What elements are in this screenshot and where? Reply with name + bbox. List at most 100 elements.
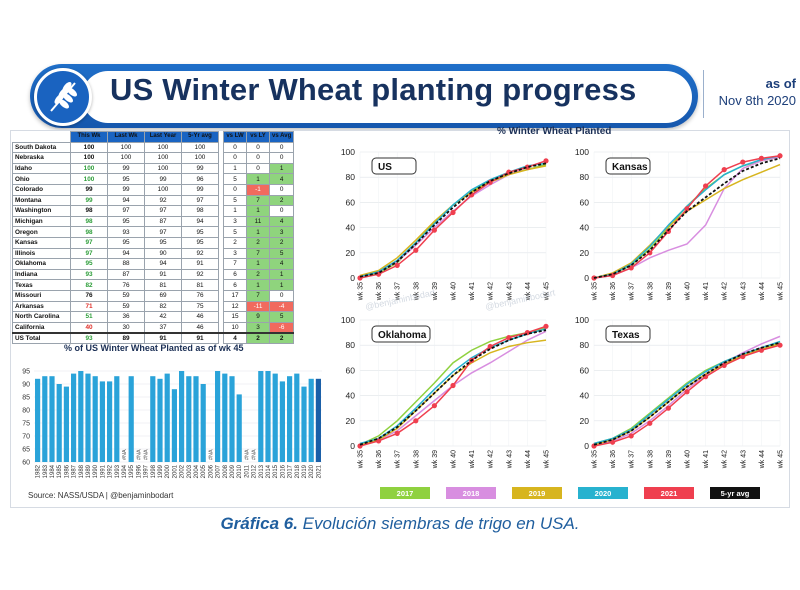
x-tick-label: wk 43	[506, 282, 513, 301]
table-header-row: This Wk Last Wk Last Year 5-Yr avg vs LW…	[12, 131, 295, 143]
vs-avg-cell: 0	[268, 152, 295, 164]
x-tick-label: wk 39	[666, 282, 673, 301]
x-tick-label: 1991	[100, 464, 106, 478]
state-name-cell: Washington	[12, 205, 71, 217]
x-tick-label: 1995	[129, 464, 135, 478]
five-year-avg-cell: 95	[181, 226, 219, 238]
bar	[287, 376, 293, 462]
table-gap	[218, 216, 224, 227]
vs-last-year-cell: 2	[246, 236, 270, 249]
table-gap	[218, 331, 224, 344]
vs-last-year-cell: 7	[246, 194, 270, 207]
vs-avg-cell: 1	[268, 268, 295, 281]
series-line-5yr-avg	[359, 162, 547, 278]
table-row: Nebraska 100 100 100 100 0 0 0	[12, 152, 295, 164]
last-week-cell: 100	[107, 141, 145, 154]
x-tick-label: wk 36	[610, 450, 617, 469]
table-gap	[218, 258, 224, 270]
table-row: Colorado 99 99 100 99 0 -1 0	[12, 183, 295, 196]
x-tick-label: 1985	[57, 464, 63, 478]
x-tick-label: 2016	[280, 464, 286, 478]
table-row: Arkansas 71 59 82 75 12 -11 -4	[12, 300, 295, 313]
vs-last-week-cell: 4	[223, 331, 247, 344]
bar	[128, 376, 134, 462]
y-tick-label: 0	[350, 441, 355, 451]
table-gap	[218, 237, 224, 249]
y-tick-label: 60	[346, 197, 356, 207]
x-tick-label: 1989	[86, 464, 92, 478]
series-point-2021	[740, 159, 746, 165]
x-tick-label: wk 42	[488, 282, 495, 301]
table-gap	[218, 226, 224, 238]
na-label: #NA	[144, 449, 150, 460]
x-tick-label: 2004	[194, 464, 200, 478]
series-line-5yr-avg	[359, 329, 547, 446]
bar	[215, 371, 221, 462]
col-header: vs LW	[223, 131, 247, 143]
wheat-icon	[50, 82, 77, 112]
x-tick-label: wk 39	[432, 450, 439, 469]
five-year-avg-cell: 76	[181, 289, 219, 302]
x-tick-label: 2003	[187, 464, 193, 478]
legend-swatch	[710, 487, 760, 499]
table-row: Montana 99 94 92 97 5 7 2	[12, 194, 295, 207]
y-tick-label: 100	[341, 315, 355, 325]
vs-last-week-cell: 5	[223, 226, 247, 238]
vs-last-week-cell: 6	[223, 279, 247, 291]
five-year-avg-cell: 100	[181, 141, 219, 154]
last-year-cell: 100	[144, 141, 182, 154]
panel-title: Texas	[612, 330, 640, 341]
x-tick-label: 1992	[108, 464, 114, 478]
x-tick-label: wk 35	[592, 450, 599, 469]
y-tick-label: 60	[346, 365, 356, 375]
vs-last-year-cell: 1	[246, 205, 270, 217]
line-chart-panel: 0 20 40 60 80 100 wk 35 wk 36 wk 37 wk 38 wk 39 wk …	[341, 315, 551, 469]
y-tick-label: 20	[580, 416, 590, 426]
vs-last-week-cell: 1	[223, 162, 247, 175]
state-progress-table: This Wk Last Wk Last Year 5-Yr avg vs LW…	[12, 131, 295, 344]
series-point-2021	[721, 362, 727, 368]
five-year-avg-cell: 98	[181, 205, 219, 217]
y-tick-label: 40	[346, 223, 356, 233]
five-year-avg-cell: 99	[181, 183, 219, 196]
table-gap	[218, 131, 224, 143]
series-point-2021	[376, 438, 382, 444]
x-tick-label: 1982	[36, 464, 42, 478]
table-row: Indiana 93 87 91 92 6 2 1	[12, 268, 295, 281]
this-week-cell: 100	[70, 173, 108, 185]
y-tick-label: 80	[580, 172, 590, 182]
x-tick-label: 2018	[295, 464, 301, 478]
y-tick-label: 0	[584, 441, 589, 451]
state-name-cell: US Total	[12, 331, 71, 344]
x-tick-label: wk 41	[469, 282, 476, 301]
legend-label: 2019	[529, 489, 546, 498]
table-gap	[218, 163, 224, 174]
x-tick-label: 2002	[180, 464, 186, 478]
bar	[56, 384, 62, 462]
col-header: This Wk	[70, 131, 108, 143]
x-tick-label: 2021	[316, 464, 322, 478]
last-week-cell: 94	[107, 194, 145, 207]
last-week-cell: 93	[107, 226, 145, 238]
last-week-cell: 59	[107, 300, 145, 313]
vs-avg-cell: 1	[268, 162, 295, 175]
vs-last-week-cell: 2	[223, 236, 247, 249]
legend-label: 2018	[463, 489, 480, 498]
table-row: Illinois 97 94 90 92 3 7 5	[12, 247, 295, 260]
line-chart-panel: 0 20 40 60 80 100 wk 35 wk 36 wk 37 wk 38 wk 39 wk …	[341, 147, 551, 301]
wheat-logo-icon	[34, 68, 92, 126]
x-tick-label: wk 43	[740, 282, 747, 301]
series-point-2021	[431, 403, 437, 409]
five-year-avg-cell: 97	[181, 194, 219, 207]
series-point-2021	[450, 382, 456, 389]
y-tick-label: 80	[346, 340, 356, 350]
last-week-cell: 88	[107, 258, 145, 270]
five-year-avg-cell: 96	[181, 173, 219, 185]
state-name-cell: Ohio	[12, 173, 71, 185]
table-gap	[218, 290, 224, 301]
series-point-2021	[413, 418, 419, 424]
legend-label: 2017	[397, 489, 414, 498]
na-label: #NA	[136, 449, 142, 460]
vs-last-year-cell: 7	[246, 247, 270, 260]
table-row: Oregon 98 93 97 95 5 1 3	[12, 226, 295, 238]
